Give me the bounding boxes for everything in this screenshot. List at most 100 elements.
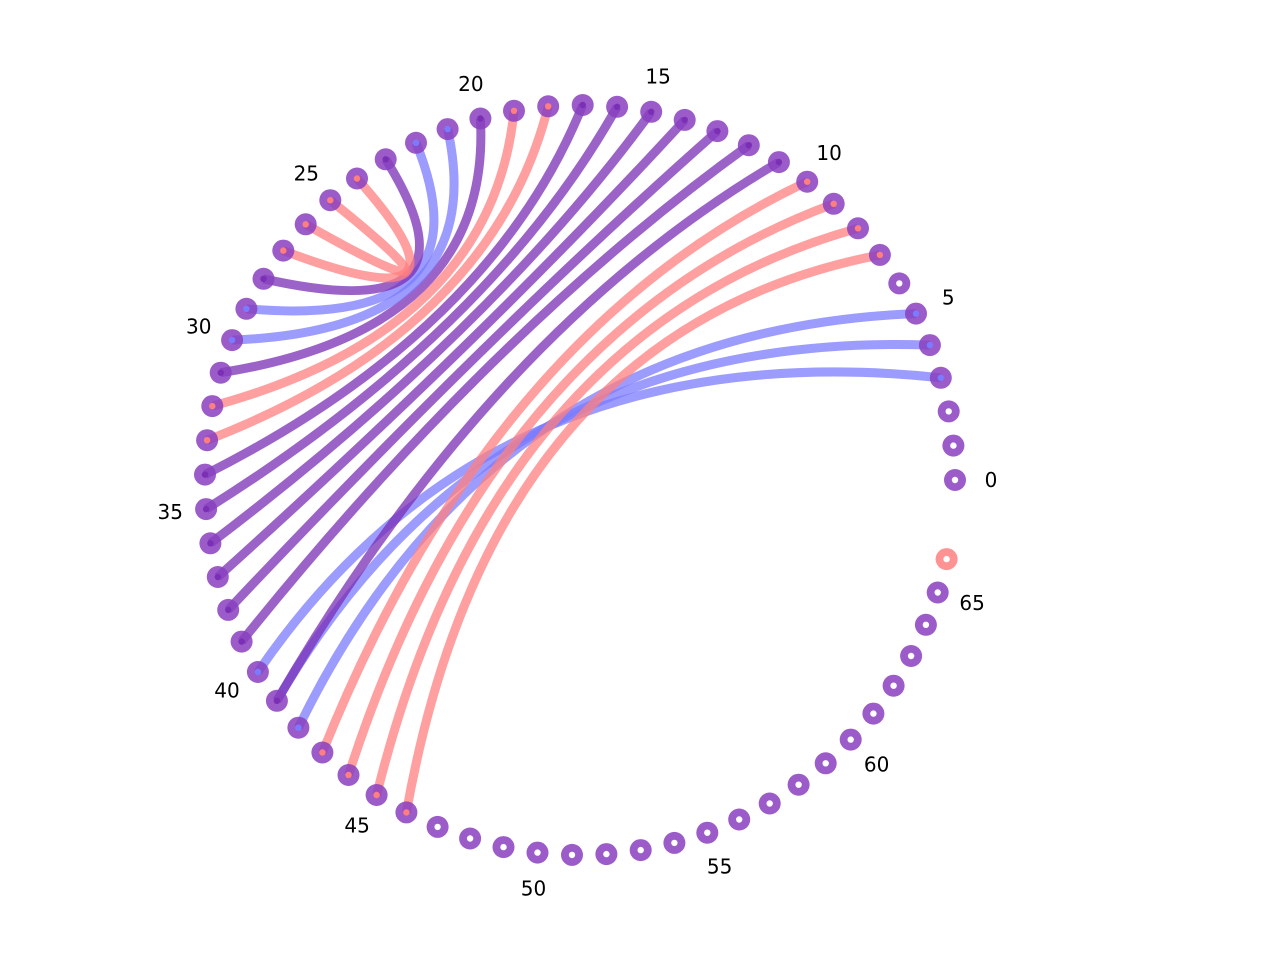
node-center-34 [201,471,209,478]
link-25-26 [303,196,410,277]
node-center-10 [804,178,811,185]
tick-label-60: 60 [864,753,889,777]
node-center-66 [943,555,950,563]
node-center-44 [345,771,352,779]
node-center-42 [295,724,302,731]
node-center-1 [950,442,957,449]
node-center-43 [319,749,326,756]
node-center-31 [217,369,224,376]
node-center-55 [704,829,711,836]
node-center-4 [926,341,934,349]
tick-label-0: 0 [985,468,998,492]
node-center-39 [238,638,245,645]
node-center-18 [545,103,552,110]
node-center-20 [477,115,484,122]
node-center-65 [934,589,941,596]
node-center-16 [613,103,621,111]
tick-label-20: 20 [458,72,483,96]
tick-label-10: 10 [816,141,841,165]
node-center-21 [444,125,451,133]
node-center-24 [353,175,361,182]
link-8-45 [372,223,860,797]
node-center-64 [922,621,930,628]
link-17-34 [202,103,587,479]
node-center-58 [795,781,802,788]
nodes-group [194,94,966,866]
node-center-3 [937,374,944,381]
node-center-14 [681,116,688,124]
node-center-50 [534,849,541,856]
link-15-36 [207,109,655,547]
node-center-35 [202,505,210,513]
node-center-32 [209,402,216,410]
node-center-26 [302,221,309,228]
node-center-54 [671,839,678,847]
node-center-23 [382,156,389,163]
node-center-6 [896,280,903,287]
node-center-59 [822,760,829,767]
node-center-9 [830,200,837,207]
node-center-29 [243,305,250,312]
tick-label-30: 30 [186,315,211,339]
node-center-28 [260,275,267,282]
node-center-5 [912,310,920,317]
node-center-33 [203,437,211,444]
node-center-0 [951,476,959,484]
link-20-31 [219,118,486,378]
link-22-29 [246,141,439,316]
link-12-39 [238,141,752,645]
link-11-41 [273,158,782,704]
node-center-51 [568,851,576,859]
node-center-40 [254,668,262,676]
node-center-11 [775,158,783,166]
node-center-56 [736,816,743,823]
node-center-7 [876,251,884,259]
node-center-8 [854,225,862,232]
node-center-63 [907,652,915,660]
node-center-60 [847,736,854,743]
node-center-48 [466,835,474,842]
node-center-36 [207,540,214,547]
link-16-35 [203,104,622,513]
node-center-62 [890,682,897,689]
link-21-30 [231,128,459,345]
node-center-53 [637,846,644,854]
link-10-43 [318,177,810,755]
node-center-52 [603,850,610,858]
tick-label-40: 40 [214,678,239,702]
node-center-12 [745,142,752,149]
tick-label-25: 25 [294,161,319,185]
link-9-44 [344,199,836,777]
node-center-15 [648,108,655,116]
tick-label-50: 50 [521,876,546,900]
links-group [202,103,942,814]
tick-label-35: 35 [157,500,182,524]
node-center-30 [228,336,236,344]
node-center-47 [434,823,441,831]
node-center-46 [403,809,410,816]
link-14-37 [214,116,689,581]
node-center-61 [870,710,877,717]
node-center-19 [510,107,518,115]
tick-labels-group: 0 5 10 15 20 25 30 35 40 45 50 55 60 65 [157,65,997,901]
node-center-41 [273,697,281,704]
link-13-38 [224,127,721,613]
node-center-25 [327,197,334,204]
tick-label-15: 15 [645,65,670,89]
node-center-49 [500,843,507,851]
tick-label-45: 45 [344,813,369,837]
node-center-27 [280,247,287,254]
tick-label-55: 55 [707,855,732,879]
node-center-57 [766,800,773,807]
node-center-38 [225,606,232,614]
node-center-45 [373,791,380,799]
node-center-2 [945,408,952,415]
link-18-33 [205,105,553,445]
node-center-17 [579,101,586,109]
node-center-13 [714,127,721,135]
link-7-46 [401,250,881,814]
tick-label-65: 65 [959,591,984,615]
link-19-32 [211,110,519,411]
tick-label-5: 5 [942,286,955,310]
